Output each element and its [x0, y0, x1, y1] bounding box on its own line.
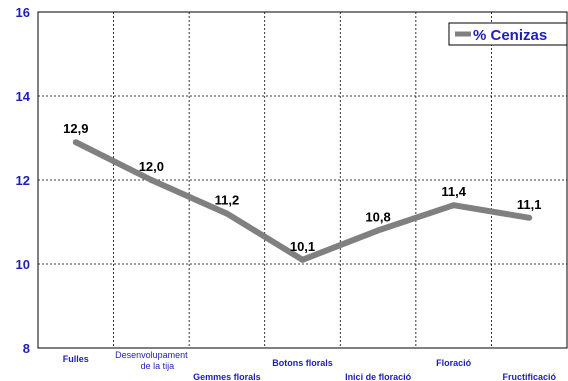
data-labels: 12,9 12,0 11,2 10,1 10,8 11,4 11,1	[63, 121, 541, 254]
data-label: 10,1	[290, 239, 315, 254]
x-axis-ticks: Fulles Desenvolupament de la tija Gemmes fl…	[63, 350, 557, 381]
legend-box	[448, 22, 568, 46]
data-point	[375, 227, 382, 234]
data-point	[223, 210, 230, 217]
data-label: 12,9	[63, 121, 88, 136]
y-tick-label: 8	[23, 341, 30, 356]
y-axis-ticks: 8 10 12 14 16	[16, 5, 31, 356]
x-tick-label: Floració	[436, 358, 472, 368]
data-label: 10,8	[365, 209, 390, 224]
x-tick-label: Desenvolupament de la tija	[115, 350, 188, 371]
x-tick-label: Botons florals	[272, 358, 333, 368]
legend: % Cenizas	[448, 22, 568, 46]
data-label: 11,1	[517, 197, 542, 212]
y-tick-label: 10	[16, 257, 30, 272]
data-point	[148, 177, 155, 183]
y-tick-label: 12	[16, 173, 30, 188]
y-tick-label: 14	[16, 89, 31, 104]
plot-area-frame	[37, 11, 568, 349]
data-point	[299, 256, 306, 263]
data-point	[450, 202, 457, 209]
data-point	[526, 214, 533, 221]
legend-label: % Cenizas	[473, 27, 547, 44]
data-label: 11,2	[215, 193, 240, 208]
series-layer	[72, 139, 533, 263]
y-tick-label: 16	[16, 5, 30, 20]
data-point	[72, 139, 79, 146]
x-tick-label: Gemmes florals	[193, 372, 261, 381]
x-tick-label: Inici de floració	[345, 372, 412, 381]
chart-grid	[38, 12, 567, 348]
x-tick-label: Fulles	[63, 354, 89, 364]
data-label: 11,4	[441, 184, 466, 199]
x-tick-label: Fructificació	[502, 372, 556, 381]
data-label: 12,0	[139, 159, 164, 174]
